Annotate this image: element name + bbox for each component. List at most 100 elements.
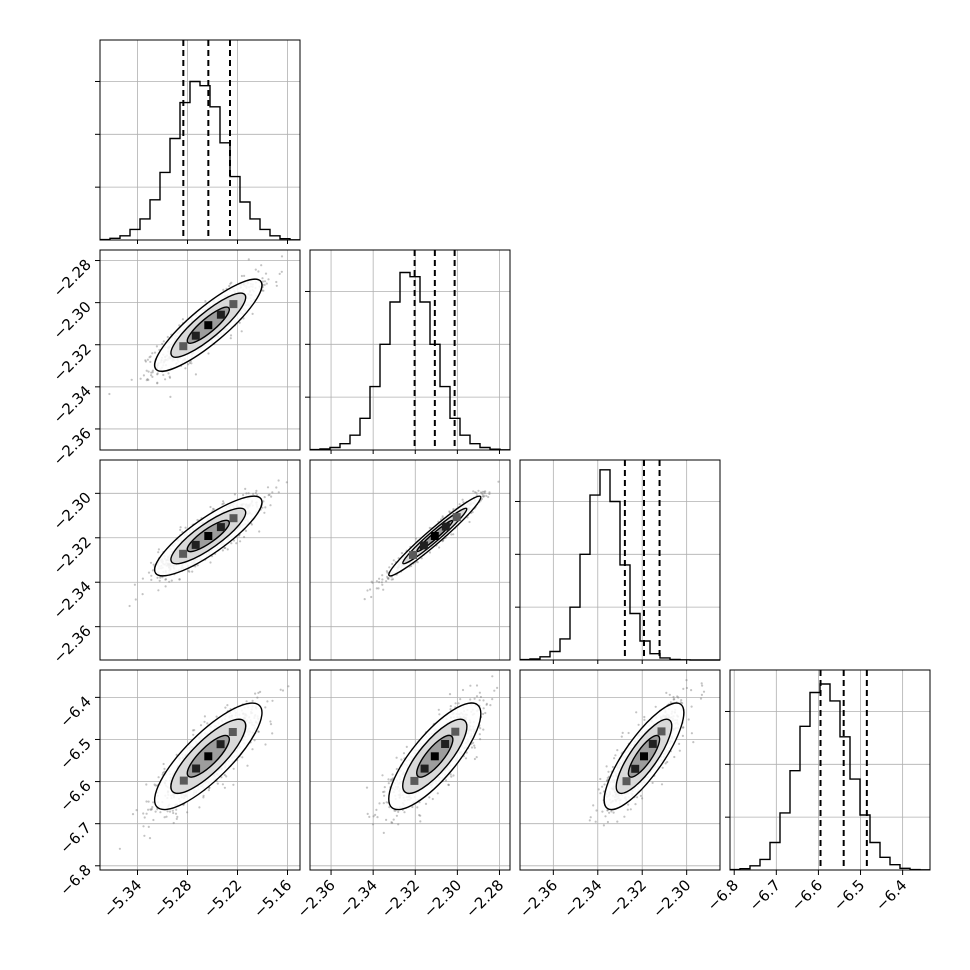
scatter-point <box>441 515 444 518</box>
scatter-point <box>142 374 145 377</box>
scatter-point <box>147 800 150 803</box>
scatter-point <box>378 581 381 584</box>
scatter-point <box>235 542 238 545</box>
scatter-point <box>381 578 384 581</box>
scatter-point <box>226 704 229 707</box>
scatter-point <box>148 356 151 359</box>
scatter-point <box>166 810 169 813</box>
density-cell <box>409 550 417 559</box>
scatter-point <box>391 562 394 566</box>
scatter-point <box>168 810 172 813</box>
panel-frame <box>99 459 301 661</box>
scatter-point <box>149 355 152 358</box>
scatter-point <box>380 581 383 584</box>
scatter-point <box>257 691 260 695</box>
scatter-point <box>170 579 173 582</box>
scatter-point <box>191 570 194 573</box>
scatter-point <box>168 580 171 583</box>
scatter-point <box>172 821 175 825</box>
scatter-point <box>203 720 206 723</box>
scatter-point <box>145 800 148 803</box>
scatter-point <box>483 490 486 493</box>
scatter-point <box>161 576 164 579</box>
scatter-point <box>193 729 196 732</box>
scatter-point <box>148 837 152 840</box>
scatter-point <box>152 563 155 566</box>
scatter-point <box>254 491 257 495</box>
scatter-point <box>135 809 138 812</box>
scatter-point <box>267 494 270 497</box>
scatter-point <box>159 576 162 579</box>
scatter-point <box>281 689 285 692</box>
y-tick-label: −2.32 <box>50 533 95 578</box>
y-tick-label: −2.28 <box>50 256 95 301</box>
scatter-point <box>262 500 265 503</box>
scatter-point <box>497 480 500 483</box>
scatter-point <box>178 324 181 327</box>
scatter-point <box>468 520 471 524</box>
scatter-point <box>254 268 257 271</box>
scatter-point <box>474 491 477 494</box>
scatter-point <box>159 811 162 814</box>
scatter-point <box>438 546 441 549</box>
scatter-point <box>242 317 245 320</box>
scatter-point <box>151 352 154 355</box>
scatter-point <box>241 756 244 759</box>
scatter-point <box>196 518 199 522</box>
scatter-point <box>152 818 155 822</box>
scatter-point <box>154 810 157 813</box>
scatter-point <box>473 744 476 747</box>
scatter-point <box>484 490 487 493</box>
scatter-point <box>175 753 178 757</box>
scatter-point <box>233 493 236 496</box>
x-tick-label: −5.16 <box>250 876 295 921</box>
scatter-point <box>275 280 278 284</box>
scatter-point <box>280 270 283 273</box>
scatter-point <box>188 361 191 364</box>
scatter-point <box>381 583 384 586</box>
scatter-point <box>164 378 167 381</box>
scatter-point <box>250 523 253 526</box>
scatter-point <box>267 278 270 281</box>
scatter-point <box>145 812 148 815</box>
scatter-point <box>390 578 393 581</box>
scatter-point <box>118 847 121 850</box>
scatter-point <box>187 569 190 572</box>
panel-content <box>108 255 284 398</box>
scatter-point <box>271 491 274 494</box>
scatter-point <box>452 774 455 777</box>
scatter-point <box>400 758 403 761</box>
scatter-point <box>149 360 152 363</box>
scatter-point <box>133 583 136 586</box>
scatter-point <box>145 783 148 786</box>
scatter-point <box>269 720 272 723</box>
scatter-point <box>240 274 243 278</box>
scatter-point <box>181 318 184 321</box>
scatter-point <box>269 504 272 507</box>
scatter-point <box>204 300 207 303</box>
scatter-point <box>457 702 460 705</box>
scatter-point <box>240 330 243 333</box>
scatter-point <box>391 821 394 824</box>
scatter-point <box>287 685 290 688</box>
scatter-point <box>242 493 245 497</box>
scatter-point <box>473 746 476 749</box>
scatter-point <box>147 571 151 574</box>
scatter-point <box>387 782 390 785</box>
scatter-point <box>225 775 228 778</box>
scatter-point <box>175 808 178 811</box>
scatter-point <box>483 494 486 498</box>
scatter-point <box>416 561 419 564</box>
x-tick-label: −5.22 <box>200 876 245 921</box>
scatter-point <box>150 371 153 374</box>
scatter-panel-3-0: −6.8−6.7−6.6−6.5−6.4−5.34 −5.28 −5.22 −5.16 <box>56 669 301 921</box>
panel-content <box>118 685 290 850</box>
scatter-point <box>157 589 160 592</box>
histogram-step <box>310 271 510 451</box>
scatter-point <box>212 507 215 510</box>
scatter-point <box>485 494 488 497</box>
scatter-point <box>141 593 144 596</box>
scatter-point <box>244 529 248 533</box>
scatter-point <box>415 537 418 540</box>
y-tick-label: −6.6 <box>56 777 94 815</box>
